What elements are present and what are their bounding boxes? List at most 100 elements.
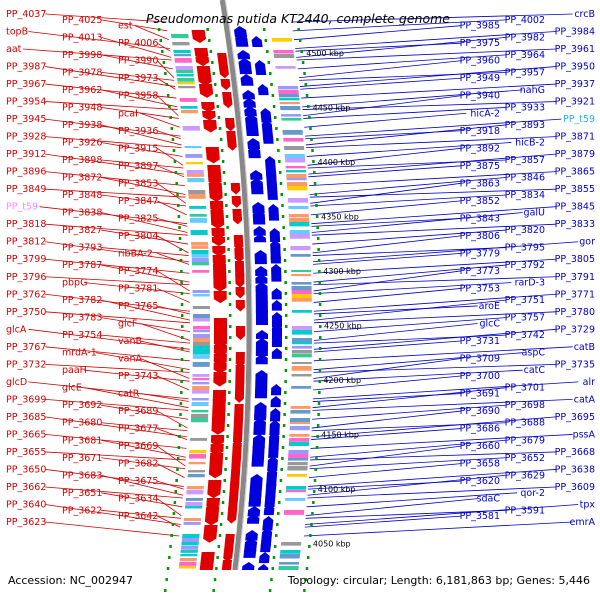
gene-label: PP_3853: [118, 178, 158, 189]
leader-line: [45, 241, 189, 263]
reverse-gene-arrow: [265, 168, 278, 187]
kbp-tick-label: 4100 kbp: [318, 485, 356, 494]
feature-block: [192, 326, 210, 330]
tick-dot: [225, 215, 229, 218]
gene-label: vanB: [118, 336, 142, 347]
kbp-tick-label: 4150 kbp: [321, 431, 359, 440]
leader-line: [308, 165, 461, 178]
feature-block: [189, 214, 207, 217]
leader-line: [45, 469, 184, 487]
feature-block: [280, 114, 302, 117]
feature-block: [192, 386, 210, 391]
feature-block: [282, 130, 303, 135]
feature-block: [189, 438, 208, 441]
leader-line: [311, 223, 556, 236]
leader-line: [101, 439, 187, 458]
tick-dot: [310, 138, 313, 141]
gene-label: PP_3634: [118, 494, 158, 505]
feature-block: [280, 542, 302, 546]
right-gene-labels: crcB PP_4002 PP_3985 PP_3984 PP_3982 PP_3975 P…: [460, 9, 596, 528]
gene-label: PP_3896: [6, 167, 46, 178]
feature-block: [188, 462, 206, 465]
right-leader-lines: [291, 13, 579, 537]
reverse-gene-arrow: [254, 250, 267, 265]
feature-block: [291, 362, 312, 365]
gene-label: glcE: [62, 383, 82, 394]
leader-line: [157, 375, 190, 391]
reverse-gene-arrow: [240, 74, 254, 86]
gene-label: emrA: [569, 517, 595, 528]
leader-line: [296, 36, 506, 58]
leader-line: [311, 416, 556, 438]
tick-dot: [278, 171, 282, 174]
leader-line: [140, 340, 190, 353]
feature-block: [291, 274, 312, 277]
leader-line: [305, 118, 562, 137]
reverse-gene-arrow: [239, 66, 253, 75]
tick-dot: [315, 457, 318, 460]
gene-label: PP_3847: [118, 196, 158, 207]
tick-dot: [318, 358, 322, 361]
feature-block: [192, 362, 210, 367]
feature-block: [177, 82, 195, 85]
tick-dot: [282, 237, 286, 240]
tick-dot: [221, 160, 225, 163]
leader-line: [313, 369, 523, 382]
tick-dot: [169, 545, 172, 548]
feature-block: [191, 254, 209, 258]
feature-block: [286, 174, 307, 179]
tick-dot: [305, 94, 309, 97]
gene-label: PP_3791: [555, 272, 595, 283]
tick-dot: [275, 534, 278, 537]
reverse-gene-arrow: [248, 498, 261, 507]
feature-block: [172, 42, 190, 46]
tick-dot: [270, 578, 273, 581]
tick-dot: [284, 358, 288, 361]
tick-dot: [228, 391, 231, 394]
tick-dot: [220, 149, 224, 152]
feature-block: [190, 230, 208, 235]
feature-block: [290, 246, 311, 251]
reverse-gene-arrow: [251, 450, 265, 463]
reverse-gene-arrow: [257, 84, 269, 96]
tick-dot: [316, 237, 320, 240]
reverse-gene-arrow: [271, 348, 282, 359]
leader-line: [313, 311, 556, 324]
gene-label: PP_3774: [118, 266, 158, 277]
tick-dot: [282, 435, 285, 438]
leader-line: [157, 130, 181, 140]
gene-label: PP_3928: [6, 132, 46, 143]
leader-line: [293, 25, 461, 41]
forward-gene-arrow: [198, 84, 214, 98]
map-title: Pseudomonas putida KT2440, complete geno…: [146, 11, 450, 26]
tick-dot: [165, 83, 169, 86]
gene-label: PP_3838: [62, 208, 102, 219]
leader-line: [295, 42, 461, 52]
leader-line: [313, 293, 556, 312]
reverse-gene-arrow: [260, 540, 271, 553]
forward-gene-arrow: [234, 248, 244, 263]
leader-line: [101, 36, 172, 58]
leader-line: [313, 299, 506, 321]
tick-dot: [268, 72, 272, 75]
leader-line: [296, 48, 556, 61]
tick-dot: [276, 523, 279, 526]
tick-dot: [217, 545, 221, 548]
reverse-gene-arrow: [269, 408, 281, 422]
tick-dot: [277, 512, 280, 515]
gene-label: PP_3805: [555, 254, 595, 265]
reverse-gene-arrow: [244, 106, 257, 117]
leader-line: [313, 317, 506, 333]
reverse-gene-arrow: [269, 228, 281, 243]
footer-strip: [0, 570, 600, 600]
gene-label: PP_3915: [118, 143, 158, 154]
forward-gene-arrow: [210, 219, 225, 229]
tick-dot: [212, 589, 215, 592]
leader-line: [310, 182, 461, 204]
leader-line: [45, 171, 185, 187]
tick-dot: [171, 523, 175, 526]
feature-block: [287, 458, 309, 461]
forward-gene-arrow: [232, 209, 243, 225]
feature-block: [279, 102, 300, 105]
